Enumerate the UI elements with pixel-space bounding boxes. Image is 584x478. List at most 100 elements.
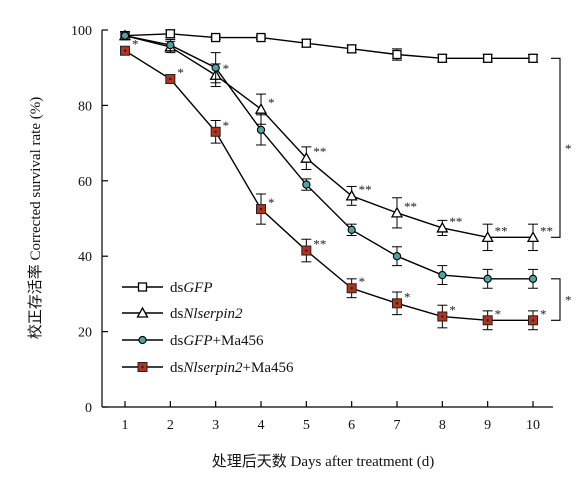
legend-item: dsNlserpin2: [122, 306, 243, 322]
legend-label-part: GFP: [183, 333, 212, 349]
significance-label: *: [223, 118, 230, 133]
significance-bracket: [551, 278, 561, 321]
series-line: [124, 33, 533, 59]
marker-triangle-open: [254, 102, 268, 114]
legend-item: dsGFP: [122, 280, 213, 296]
y-tick-label: 20: [78, 326, 92, 341]
marker-square-open: [483, 53, 493, 63]
significance-label: *: [223, 61, 230, 76]
series-layer: ************ *********** * *: [118, 29, 553, 331]
marker-square-open: [392, 49, 402, 60]
marker-circle: [166, 40, 175, 50]
marker-triangle-open: [526, 231, 540, 243]
y-axis-label: 校正存活率 Corrected survival rate (%): [27, 97, 44, 339]
legend-item: dsNlserpin2+Ma456: [122, 360, 294, 376]
marker-square-open: [347, 44, 357, 54]
legend-label-part: +Ma456: [213, 333, 264, 349]
marker-dot: [486, 319, 489, 322]
marker-dot: [123, 49, 127, 52]
legend-label-part: ds: [170, 306, 184, 322]
legend-label-part: GFP: [183, 280, 212, 296]
marker-triangle-open: [436, 221, 449, 233]
x-tick-label: 2: [167, 418, 174, 433]
legend-label-part: ds: [170, 280, 184, 296]
marker-square-open: [256, 32, 266, 43]
marker-dot: [531, 319, 535, 322]
significance-label: *: [268, 95, 275, 110]
y-tick-label: 80: [78, 99, 92, 114]
marker-triangle-open: [300, 151, 313, 163]
series-dsgfp-ma456: [120, 31, 538, 289]
marker-circle: [347, 225, 356, 234]
series-dsnlserpin2-ma456: ********* * *: [120, 37, 547, 331]
marker-dot: [214, 130, 217, 133]
x-tick-label: 3: [212, 418, 219, 433]
marker-circle: [483, 274, 492, 283]
legend-label-part: Nlserpin2: [182, 306, 243, 322]
legend-label: dsNlserpin2+Ma456: [170, 360, 294, 376]
significance-label: *: [540, 306, 547, 321]
marker-dot: [441, 315, 444, 318]
x-tick-label: 6: [348, 418, 355, 433]
legend-label: dsNlserpin2: [170, 306, 243, 322]
legend-label: dsGFP: [170, 280, 213, 296]
marker-dot: [305, 249, 308, 252]
x-tick-label: 5: [303, 418, 310, 433]
marker-square-open: [301, 38, 311, 48]
series-dsnlserpin2: ************ **: [118, 29, 553, 252]
marker-square-open: [211, 32, 221, 43]
marker-triangle-open: [481, 231, 494, 243]
significance-label: **: [313, 237, 326, 252]
axes: 0 20 40 60 80 100 1 2 3 4 5 6 7 8 9 10: [71, 24, 553, 433]
x-tick-label: 1: [122, 418, 129, 433]
marker-square-open: [528, 53, 538, 63]
bracket-label: *: [565, 141, 572, 156]
x-tick-label: 7: [394, 418, 401, 433]
significance-label: *: [177, 65, 184, 80]
y-tick-label: 40: [78, 250, 92, 265]
legend-item: dsGFP+Ma456: [122, 333, 264, 349]
y-tick-label: 100: [71, 24, 92, 39]
x-tick-label: 4: [258, 418, 265, 433]
significance-label: **: [404, 199, 417, 214]
significance-label: **: [449, 214, 462, 229]
significance-label: *: [449, 303, 456, 318]
marker-dot: [259, 207, 263, 211]
legend-label: dsGFP+Ma456: [170, 333, 264, 349]
significance-label: *: [495, 306, 502, 321]
significance-label: *: [359, 274, 366, 289]
significance-label: **: [540, 223, 553, 238]
legend-label-part: ds: [170, 333, 184, 349]
marker-circle: [211, 63, 220, 72]
legend-label-part: Nlserpin2: [182, 360, 243, 376]
significance-label: *: [404, 289, 411, 304]
significance-label: *: [132, 37, 139, 52]
marker-circle: [120, 31, 130, 40]
legend-label-part: +Ma456: [243, 360, 294, 376]
legend-label-part: ds: [170, 360, 184, 376]
bracket-label: *: [565, 293, 572, 308]
x-tick-label: 10: [526, 418, 540, 433]
marker-triangle-open: [345, 189, 358, 201]
significance-label: **: [495, 223, 508, 238]
annotation-layer: **: [551, 57, 572, 321]
marker-square-open: [437, 53, 447, 63]
marker-triangle-open: [136, 306, 149, 318]
legend: dsGFPdsNlserpin2dsGFP+Ma456dsNlserpin2+M…: [122, 280, 294, 376]
marker-dot: [169, 77, 172, 81]
marker-square-open: [165, 29, 175, 39]
marker-circle: [256, 125, 266, 135]
marker-circle: [138, 335, 147, 345]
significance-label: **: [359, 182, 372, 197]
marker-dot: [395, 302, 399, 305]
x-axis-label: 处理后天数 Days after treatment (d): [212, 453, 434, 470]
y-tick-label: 0: [85, 401, 92, 416]
series-line: [124, 34, 533, 239]
x-tick-label: 9: [484, 418, 491, 433]
marker-square-open: [137, 282, 148, 292]
significance-label: *: [268, 195, 275, 210]
marker-circle: [438, 270, 447, 280]
marker-dot: [141, 365, 144, 369]
